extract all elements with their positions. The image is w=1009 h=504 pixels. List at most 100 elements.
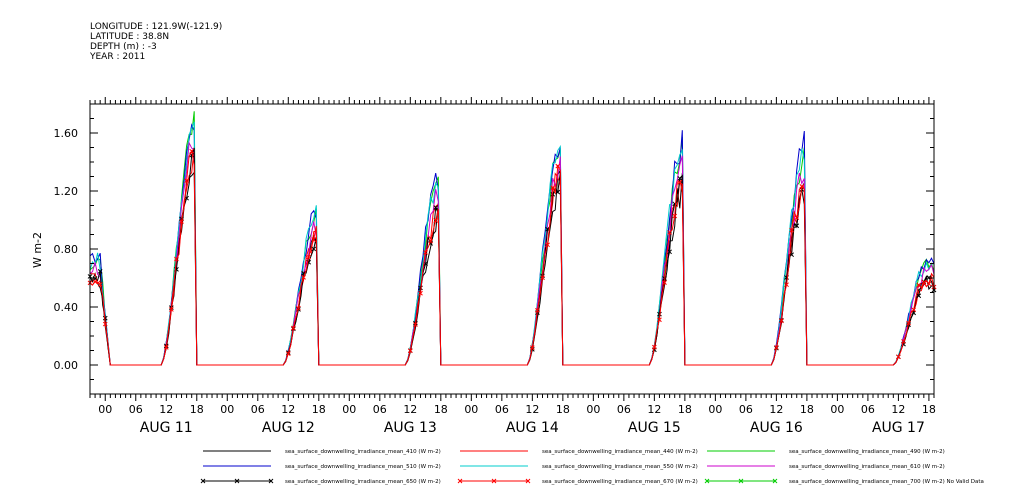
series-marker xyxy=(672,213,678,219)
x-tick-label: 18 xyxy=(678,403,692,416)
series-marker xyxy=(657,317,662,323)
series-line xyxy=(89,168,935,366)
series-marker xyxy=(428,238,434,244)
x-tick-label: 12 xyxy=(159,403,173,416)
series-marker xyxy=(555,163,561,169)
y-tick-label: 1.20 xyxy=(54,185,79,198)
day-label: AUG 13 xyxy=(384,420,437,436)
series-marker xyxy=(540,275,545,281)
series-marker xyxy=(413,322,418,327)
legend: sea_surface_downwelling_irradiance_mean_… xyxy=(200,449,984,485)
series-marker xyxy=(677,179,683,185)
series-marker xyxy=(916,282,922,288)
y-tick-label: 1.60 xyxy=(54,127,79,140)
series-marker xyxy=(163,345,169,350)
series-marker xyxy=(433,218,439,223)
series-marker xyxy=(102,321,108,327)
series-marker xyxy=(667,249,672,255)
x-tick-label: 00 xyxy=(708,403,722,416)
series-line xyxy=(89,149,935,366)
series-layer xyxy=(87,111,937,366)
series-group xyxy=(89,121,935,366)
x-tick-label: 00 xyxy=(98,403,112,416)
series-marker xyxy=(423,250,428,255)
y-tick-label: 0.40 xyxy=(54,301,79,314)
x-tick-label: 06 xyxy=(617,403,631,416)
series-marker xyxy=(407,348,413,354)
series-group xyxy=(89,111,935,366)
legend-item: sea_surface_downwelling_irradiance_mean_… xyxy=(203,449,441,455)
series-group xyxy=(89,123,935,366)
legend-marker xyxy=(738,478,744,484)
legend-item: sea_surface_downwelling_irradiance_mean_… xyxy=(704,478,984,485)
series-marker xyxy=(774,345,779,350)
axis-layer: 0.00 0.40 0.80 1.20 1.60 00 06 12 18 00 06 12 18 00 06… xyxy=(54,97,936,436)
x-tick-label: 00 xyxy=(220,403,234,416)
x-tick-label: 00 xyxy=(342,403,356,416)
series-marker xyxy=(311,246,317,252)
legend-marker xyxy=(772,478,778,484)
x-tick-label: 18 xyxy=(190,403,204,416)
x-tick-label: 12 xyxy=(525,403,539,416)
legend-label: sea_surface_downwelling_irradiance_mean_… xyxy=(542,479,698,485)
legend-item: sea_surface_downwelling_irradiance_mean_… xyxy=(707,464,945,470)
series-marker xyxy=(433,205,439,210)
legend-label: sea_surface_downwelling_irradiance_mean_… xyxy=(285,449,441,455)
series-marker xyxy=(667,230,672,235)
series-group xyxy=(89,168,935,366)
series-marker xyxy=(291,325,296,331)
series-marker xyxy=(657,311,662,317)
y-tick-label: 0.80 xyxy=(54,243,79,256)
day-label: AUG 14 xyxy=(506,420,559,436)
x-tick-label: 18 xyxy=(312,403,326,416)
series-marker xyxy=(529,345,535,350)
series-marker xyxy=(92,279,98,284)
legend-label: sea_surface_downwelling_irradiance_mean_… xyxy=(789,479,984,485)
series-marker xyxy=(677,176,683,181)
legend-item: sea_surface_downwelling_irradiance_mean_… xyxy=(457,478,698,485)
series-marker xyxy=(545,242,550,248)
series-group xyxy=(87,147,937,366)
x-tick-label: 00 xyxy=(586,403,600,416)
legend-marker xyxy=(704,478,710,484)
series-marker xyxy=(794,215,800,221)
x-tick-label: 12 xyxy=(769,403,783,416)
plot-frame xyxy=(89,103,935,395)
y-tick-label: 0.00 xyxy=(54,359,79,372)
series-marker xyxy=(311,237,317,243)
legend-marker xyxy=(525,478,531,484)
x-tick-label: 12 xyxy=(281,403,295,416)
series-marker xyxy=(296,305,301,311)
day-label: AUG 17 xyxy=(872,420,925,436)
series-group xyxy=(89,147,935,366)
legend-label: sea_surface_downwelling_irradiance_mean_… xyxy=(789,449,945,455)
series-marker xyxy=(168,307,174,312)
x-tick-label: 00 xyxy=(830,403,844,416)
legend-label: sea_surface_downwelling_irradiance_mean_… xyxy=(542,449,698,455)
day-label: AUG 11 xyxy=(140,420,193,436)
x-tick-label: 06 xyxy=(251,403,265,416)
x-tick-label: 06 xyxy=(373,403,387,416)
depth-label: DEPTH (m) : -3 xyxy=(90,42,157,52)
series-marker xyxy=(535,308,540,313)
series-marker xyxy=(189,148,195,154)
x-tick-label: 18 xyxy=(434,403,448,416)
legend-item: sea_surface_downwelling_irradiance_mean_… xyxy=(203,464,441,470)
x-tick-label: 18 xyxy=(922,403,936,416)
x-tick-label: 06 xyxy=(495,403,509,416)
series-marker xyxy=(799,184,805,189)
legend-item: sea_surface_downwelling_irradiance_mean_… xyxy=(460,449,698,455)
series-marker xyxy=(306,254,311,260)
series-marker xyxy=(901,339,906,344)
series-marker xyxy=(916,293,922,299)
series-line xyxy=(89,147,935,366)
series-line xyxy=(89,121,935,366)
longitude-label: LONGITUDE : 121.9W(-121.9) xyxy=(90,22,223,32)
legend-label: sea_surface_downwelling_irradiance_mean_… xyxy=(285,464,441,470)
series-marker xyxy=(652,344,657,350)
day-label: AUG 12 xyxy=(262,420,315,436)
series-marker xyxy=(97,282,103,287)
legend-marker xyxy=(491,478,497,484)
series-marker xyxy=(906,320,911,326)
